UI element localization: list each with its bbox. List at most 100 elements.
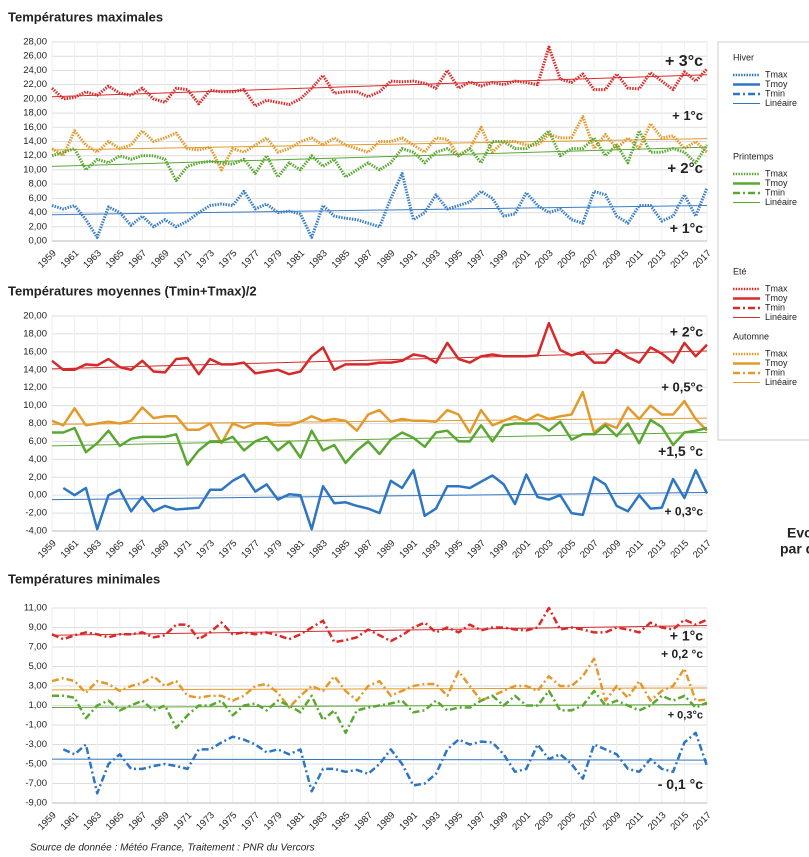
legend-label: Tmin: [765, 187, 785, 197]
x-tick-label: 2015: [668, 810, 691, 833]
trend-line: [51, 138, 708, 151]
x-tick-label: 2003: [533, 810, 556, 833]
x-tick-label: 2005: [555, 538, 578, 561]
y-tick-label: 16,00: [23, 346, 47, 357]
data-line: [51, 115, 709, 172]
side-text: Evolut: [787, 525, 809, 541]
x-tick-label: 1979: [262, 248, 285, 271]
x-tick-label: 2011: [624, 810, 646, 832]
trend-line: [51, 146, 708, 167]
legend-title: Hiver: [733, 52, 754, 62]
trend-line: [51, 687, 708, 691]
trend-annotation: + 0,2 °c: [661, 647, 703, 661]
legend-title: Eté: [733, 266, 747, 276]
y-tick-label: 18,00: [23, 108, 47, 119]
y-tick-label: 8,00: [29, 418, 48, 429]
y-tick-label: -2,00: [25, 508, 47, 519]
legend-title: Automne: [733, 331, 769, 341]
x-tick-label: 1963: [81, 248, 104, 271]
x-tick-label: 2015: [668, 248, 691, 271]
x-tick-label: 1979: [262, 538, 285, 561]
y-tick-label: 3,00: [29, 681, 48, 692]
x-tick-label: 1971: [172, 810, 195, 833]
x-tick-label: 1977: [239, 248, 262, 271]
x-tick-label: 1995: [443, 810, 466, 833]
legend-label: Linéaire: [765, 98, 797, 108]
legend-label: Tmax: [765, 283, 788, 293]
x-tick-label: 1961: [59, 810, 82, 833]
y-tick-label: 11,00: [24, 603, 47, 614]
trend-annotation: + 1°c: [670, 627, 703, 643]
y-tick-label: -9,00: [25, 798, 47, 809]
x-tick-label: 1969: [149, 810, 172, 833]
legend-label: Tmoy: [765, 358, 788, 368]
x-tick-label: 1993: [420, 810, 443, 833]
y-tick-label: 4,00: [29, 207, 48, 218]
x-tick-label: 1997: [465, 810, 488, 833]
x-tick-label: 1997: [465, 538, 488, 561]
y-tick-label: 4,00: [29, 454, 48, 465]
y-tick-label: 26,00: [23, 51, 47, 62]
x-tick-label: 1999: [488, 810, 511, 833]
y-tick-label: 7,00: [29, 642, 48, 653]
data-line: [51, 606, 708, 644]
x-tick-label: 2007: [578, 538, 601, 561]
data-line: [51, 172, 709, 239]
x-tick-label: 1983: [307, 538, 330, 561]
trend-annotation: + 1°c: [670, 220, 703, 236]
x-tick-label: 1989: [375, 810, 398, 833]
y-tick-label: 24,00: [23, 65, 47, 76]
x-tick-label: 2005: [555, 248, 578, 271]
x-tick-label: 2009: [601, 810, 624, 833]
x-tick-label: 2009: [601, 538, 624, 561]
x-tick-label: 2005: [555, 810, 578, 833]
legend-label: Tmin: [765, 88, 785, 98]
x-tick-label: 2017: [691, 248, 714, 271]
y-tick-label: 14,00: [23, 364, 47, 375]
x-tick-label: 1963: [81, 810, 104, 833]
data-line: [51, 129, 709, 183]
x-tick-label: 1983: [307, 810, 330, 833]
y-tick-label: 18,00: [23, 328, 47, 339]
y-tick-label: 10,00: [23, 400, 47, 411]
y-tick-label: 22,00: [23, 79, 47, 90]
legend-label: Tmoy: [765, 293, 788, 303]
x-tick-label: 1965: [104, 810, 127, 833]
y-tick-label: 2,00: [29, 221, 48, 232]
trend-annotation: + 0,3°c: [668, 709, 703, 721]
x-tick-label: 1959: [36, 810, 59, 833]
trend-annotation: + 0,5°c: [661, 380, 703, 395]
x-tick-label: 1975: [217, 810, 240, 833]
data-line: [51, 390, 708, 445]
x-tick-label: 1975: [217, 248, 240, 271]
y-tick-label: 0,00: [29, 490, 48, 501]
data-line: [52, 418, 708, 466]
chart-title: Températures maximales: [8, 9, 163, 24]
legend-label: Linéaire: [765, 377, 797, 387]
x-tick-label: 1973: [194, 810, 217, 833]
y-tick-label: 9,00: [29, 622, 48, 633]
x-tick-label: 2001: [510, 248, 533, 271]
x-tick-label: 1959: [36, 248, 59, 271]
x-tick-label: 1987: [352, 810, 375, 833]
x-tick-label: 1989: [375, 248, 398, 271]
x-tick-label: 2001: [510, 538, 533, 561]
legend-label: Tmax: [765, 69, 788, 79]
y-tick-label: 20,00: [23, 93, 47, 104]
trend-line: [51, 350, 708, 370]
x-tick-label: 1981: [284, 810, 307, 833]
x-tick-label: 1995: [443, 538, 466, 561]
trend-annotation: + 2°c: [670, 324, 703, 340]
y-tick-label: -3,00: [25, 739, 47, 750]
x-tick-label: 1991: [397, 810, 420, 833]
x-tick-label: 1967: [126, 810, 149, 833]
x-tick-label: 1991: [397, 248, 420, 271]
data-line: [52, 689, 708, 735]
chart-title: Températures moyennes (Tmin+Tmax)/2: [8, 283, 257, 298]
trend-line: [51, 491, 708, 501]
legend-label: Tmin: [765, 302, 785, 312]
y-tick-label: 1,00: [29, 700, 48, 711]
x-tick-label: 2013: [646, 810, 669, 833]
x-tick-label: 1999: [488, 538, 511, 561]
y-tick-label: -7,00: [25, 778, 47, 789]
